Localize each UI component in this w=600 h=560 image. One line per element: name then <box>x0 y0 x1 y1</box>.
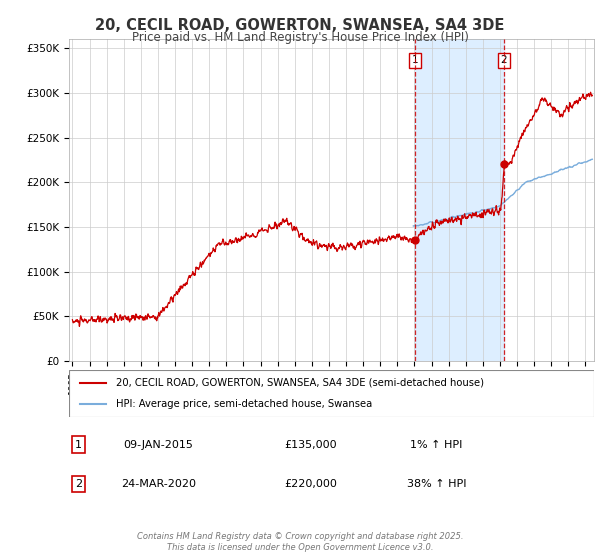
Text: 38% ↑ HPI: 38% ↑ HPI <box>407 479 466 489</box>
Text: HPI: Average price, semi-detached house, Swansea: HPI: Average price, semi-detached house,… <box>116 399 373 409</box>
Text: 1% ↑ HPI: 1% ↑ HPI <box>410 440 463 450</box>
Text: Contains HM Land Registry data © Crown copyright and database right 2025.
This d: Contains HM Land Registry data © Crown c… <box>137 532 463 552</box>
Text: Price paid vs. HM Land Registry's House Price Index (HPI): Price paid vs. HM Land Registry's House … <box>131 31 469 44</box>
FancyBboxPatch shape <box>69 370 594 417</box>
Text: 20, CECIL ROAD, GOWERTON, SWANSEA, SA4 3DE (semi-detached house): 20, CECIL ROAD, GOWERTON, SWANSEA, SA4 3… <box>116 378 484 388</box>
Text: £135,000: £135,000 <box>284 440 337 450</box>
Text: 20, CECIL ROAD, GOWERTON, SWANSEA, SA4 3DE: 20, CECIL ROAD, GOWERTON, SWANSEA, SA4 3… <box>95 18 505 33</box>
Text: 2: 2 <box>75 479 82 489</box>
Bar <box>415 39 504 361</box>
Text: 09-JAN-2015: 09-JAN-2015 <box>124 440 193 450</box>
Text: 1: 1 <box>412 55 418 65</box>
Text: 24-MAR-2020: 24-MAR-2020 <box>121 479 196 489</box>
Text: £220,000: £220,000 <box>284 479 337 489</box>
Text: 1: 1 <box>75 440 82 450</box>
Text: 2: 2 <box>500 55 507 65</box>
